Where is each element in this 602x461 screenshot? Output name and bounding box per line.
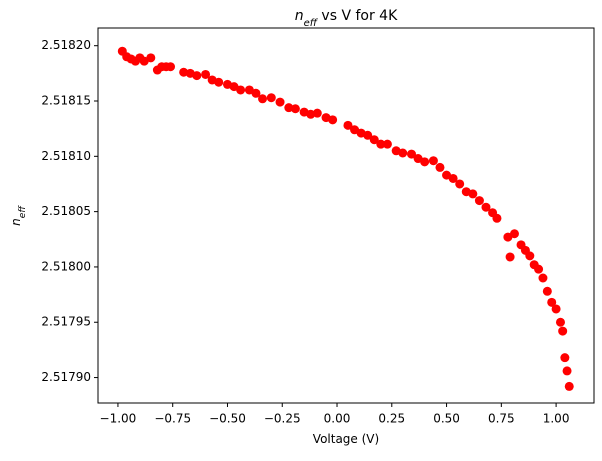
x-axis-label: Voltage (V) bbox=[313, 432, 379, 446]
point bbox=[555, 317, 565, 327]
y-tick-label: 2.51790 bbox=[41, 370, 91, 384]
point bbox=[428, 156, 438, 166]
point bbox=[312, 108, 322, 118]
title-text: vs V for 4K bbox=[317, 8, 398, 24]
y-label-symbol: n bbox=[9, 218, 23, 226]
point bbox=[455, 179, 465, 189]
x-tick-label: 0.25 bbox=[378, 412, 405, 426]
point bbox=[558, 326, 568, 336]
x-tick-label: 0.00 bbox=[324, 412, 351, 426]
point bbox=[369, 135, 379, 145]
point bbox=[551, 304, 561, 314]
point bbox=[435, 162, 445, 172]
title-subscript: eff bbox=[304, 18, 319, 29]
point bbox=[251, 88, 261, 98]
x-tick-label: −0.75 bbox=[154, 412, 191, 426]
point bbox=[192, 71, 202, 81]
y-tick-label: 2.51800 bbox=[41, 259, 91, 273]
x-tick-label: −0.25 bbox=[264, 412, 301, 426]
point bbox=[481, 202, 491, 212]
point bbox=[538, 273, 548, 283]
y-tick-label: 2.51810 bbox=[41, 149, 91, 163]
point bbox=[547, 297, 557, 307]
point bbox=[492, 213, 502, 223]
point bbox=[525, 251, 535, 261]
point bbox=[166, 62, 176, 72]
x-tick-label: 1.00 bbox=[543, 412, 570, 426]
point bbox=[343, 120, 353, 130]
point bbox=[236, 85, 246, 95]
x-tick-label: 0.75 bbox=[488, 412, 515, 426]
point bbox=[448, 173, 458, 183]
point bbox=[505, 252, 515, 262]
point bbox=[564, 381, 574, 391]
point bbox=[376, 139, 386, 149]
point bbox=[363, 130, 373, 140]
chart-title: neff vs V for 4K bbox=[295, 8, 398, 29]
point bbox=[407, 149, 417, 159]
y-tick-label: 2.51815 bbox=[41, 94, 91, 108]
x-tick-label: −1.00 bbox=[100, 412, 137, 426]
y-label-subscript: eff bbox=[18, 205, 28, 219]
y-tick-label: 2.51805 bbox=[41, 204, 91, 218]
point bbox=[258, 94, 268, 104]
point bbox=[468, 189, 478, 199]
point bbox=[266, 93, 276, 103]
point bbox=[275, 97, 285, 107]
point bbox=[382, 139, 392, 149]
point bbox=[214, 77, 224, 87]
x-tick-label: 0.50 bbox=[433, 412, 460, 426]
plot-frame bbox=[97, 27, 595, 404]
point bbox=[290, 104, 300, 114]
y-axis-label: neff bbox=[9, 205, 28, 226]
title-symbol: n bbox=[295, 8, 304, 24]
y-tick-label: 2.51820 bbox=[41, 38, 91, 52]
point bbox=[474, 196, 484, 206]
point bbox=[560, 353, 570, 363]
point bbox=[509, 229, 519, 239]
point bbox=[201, 69, 211, 79]
y-tick-label: 2.51795 bbox=[41, 315, 91, 329]
x-tick-label: −0.50 bbox=[209, 412, 246, 426]
point bbox=[420, 157, 430, 167]
point bbox=[398, 148, 408, 158]
point bbox=[542, 286, 552, 296]
point bbox=[146, 53, 156, 63]
point bbox=[562, 366, 572, 376]
point bbox=[328, 115, 338, 125]
point bbox=[534, 264, 544, 274]
